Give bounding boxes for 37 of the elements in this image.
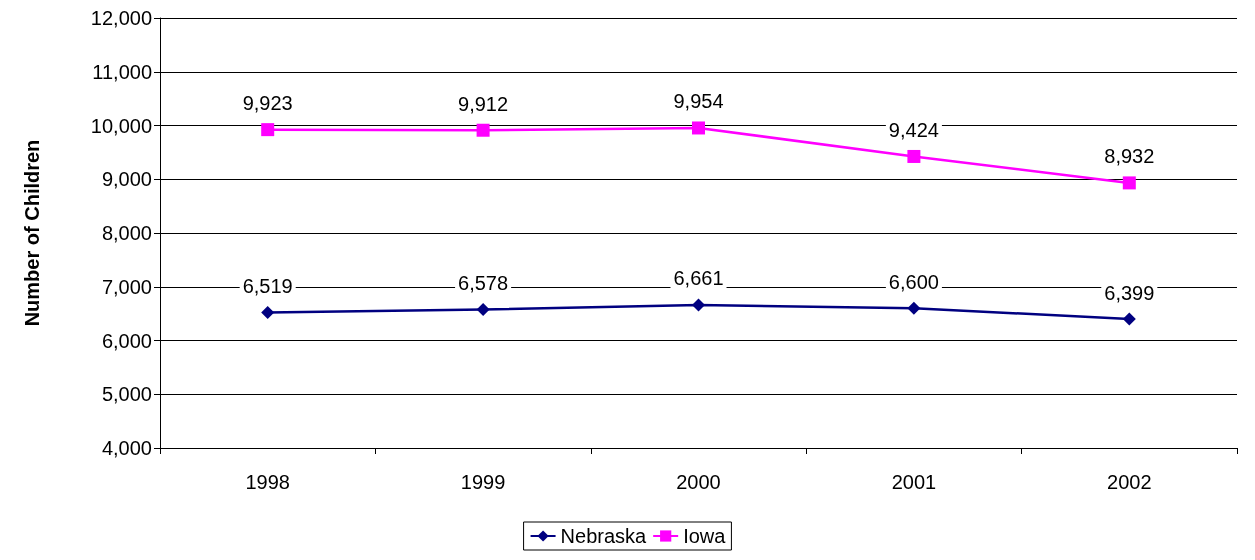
y-tick-label: 9,000 (101, 168, 152, 191)
point (692, 298, 705, 312)
point (692, 121, 705, 135)
point (907, 149, 921, 163)
point (1122, 312, 1136, 326)
data-label: 6,661 (673, 267, 724, 290)
y-tick-label: 11,000 (92, 60, 152, 83)
y-tick-label: 8,000 (101, 222, 152, 244)
data-label: 6,399 (1104, 281, 1155, 304)
point (476, 302, 490, 316)
y-tick-label: 4,000 (101, 437, 152, 459)
y-axis-title: Number of Children (21, 139, 43, 327)
y-tick-label: 7,000 (101, 275, 152, 298)
legend-label: Iowa (683, 525, 727, 547)
data-label: 9,923 (242, 92, 293, 115)
y-tick-label: 5,000 (101, 383, 152, 406)
point (261, 306, 275, 320)
x-tick-label: 2000 (676, 471, 721, 493)
legend-label: Nebraska (560, 525, 648, 547)
y-tick-label: 12,000 (90, 7, 152, 29)
data-label: 9,912 (458, 92, 509, 115)
data-label: 6,600 (888, 270, 939, 293)
data-label: 6,519 (242, 275, 293, 298)
y-tick-label: 10,000 (90, 114, 152, 137)
x-tick-label: 1999 (460, 471, 506, 493)
point (261, 123, 275, 137)
x-tick-label: 1998 (245, 471, 290, 493)
data-label: 9,954 (673, 90, 724, 113)
x-tick-label: 2001 (891, 471, 937, 493)
point (476, 123, 490, 137)
point (1122, 176, 1136, 190)
data-label: 6,578 (458, 271, 509, 294)
data-label: 9,424 (888, 118, 939, 141)
data-label: 8,932 (1104, 145, 1155, 168)
x-tick-label: 2002 (1107, 471, 1152, 493)
point (907, 301, 921, 315)
y-tick-label: 6,000 (101, 329, 152, 352)
